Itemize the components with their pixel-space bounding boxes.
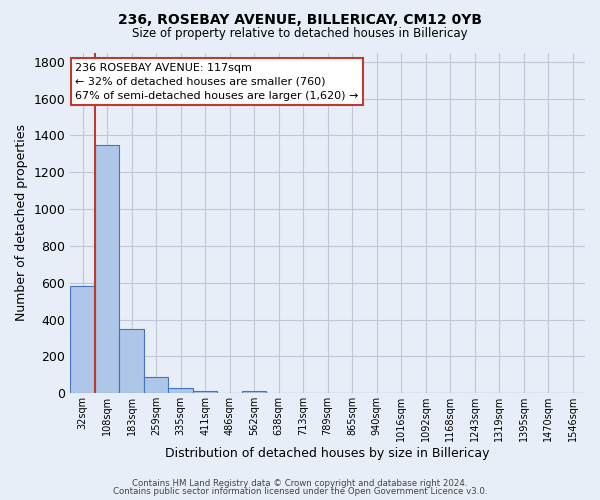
Bar <box>95 144 119 394</box>
Text: 236, ROSEBAY AVENUE, BILLERICAY, CM12 0YB: 236, ROSEBAY AVENUE, BILLERICAY, CM12 0Y… <box>118 12 482 26</box>
Bar <box>193 390 217 394</box>
Text: Contains HM Land Registry data © Crown copyright and database right 2024.: Contains HM Land Registry data © Crown c… <box>132 478 468 488</box>
Bar <box>169 388 193 394</box>
X-axis label: Distribution of detached houses by size in Billericay: Distribution of detached houses by size … <box>166 447 490 460</box>
Text: Contains public sector information licensed under the Open Government Licence v3: Contains public sector information licen… <box>113 487 487 496</box>
Bar <box>144 376 169 394</box>
Bar <box>242 390 266 394</box>
Y-axis label: Number of detached properties: Number of detached properties <box>15 124 28 322</box>
Text: 236 ROSEBAY AVENUE: 117sqm
← 32% of detached houses are smaller (760)
67% of sem: 236 ROSEBAY AVENUE: 117sqm ← 32% of deta… <box>76 62 359 100</box>
Bar <box>119 329 144 394</box>
Bar <box>70 286 95 394</box>
Text: Size of property relative to detached houses in Billericay: Size of property relative to detached ho… <box>132 28 468 40</box>
